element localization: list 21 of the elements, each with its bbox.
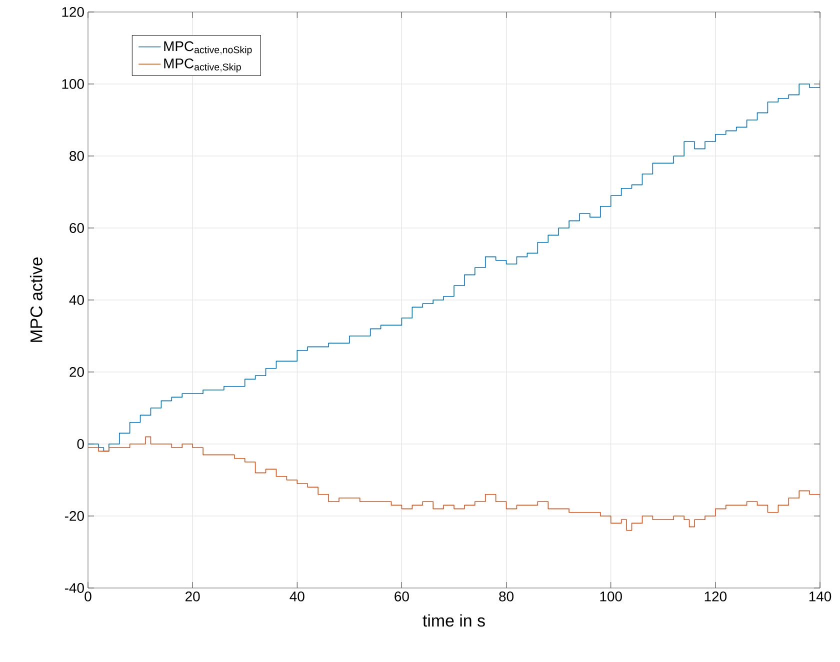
- y-tick-label: 40: [69, 295, 84, 305]
- y-tick-label: 20: [70, 367, 84, 377]
- x-tick-label: 0: [84, 592, 92, 602]
- x-tick-label: 80: [499, 592, 514, 602]
- x-tick-label: 100: [600, 592, 622, 602]
- y-tick-label: 80: [70, 151, 84, 161]
- x-tick-label: 40: [290, 592, 304, 602]
- y-tick-label: 60: [70, 223, 84, 233]
- y-tick-label: 120: [62, 7, 84, 17]
- x-tick-label: 140: [809, 592, 832, 602]
- y-tick-label: -40: [64, 583, 84, 593]
- y-tick-label: 100: [62, 79, 84, 89]
- y-axis-title: MPC active: [30, 257, 42, 342]
- x-axis-title: time in s: [422, 614, 485, 627]
- legend-label: $\mathrm{MPC}_{\mathrm{active,Skip}}$: [164, 58, 241, 72]
- x-tick-label: 120: [704, 592, 727, 602]
- x-tick-label: 60: [394, 592, 409, 602]
- legend-label: $\mathrm{MPC}_{\mathrm{active,noSkip}}$: [164, 41, 252, 56]
- y-tick-label: -20: [64, 511, 84, 521]
- y-tick-label: 0: [77, 439, 84, 449]
- x-tick-label: 20: [186, 592, 200, 602]
